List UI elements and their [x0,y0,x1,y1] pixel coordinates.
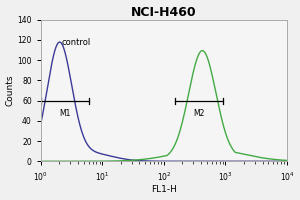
Text: control: control [62,38,91,47]
Text: M1: M1 [59,109,70,118]
X-axis label: FL1-H: FL1-H [151,185,177,194]
Title: NCI-H460: NCI-H460 [131,6,197,19]
Y-axis label: Counts: Counts [6,75,15,106]
Text: M2: M2 [193,109,204,118]
